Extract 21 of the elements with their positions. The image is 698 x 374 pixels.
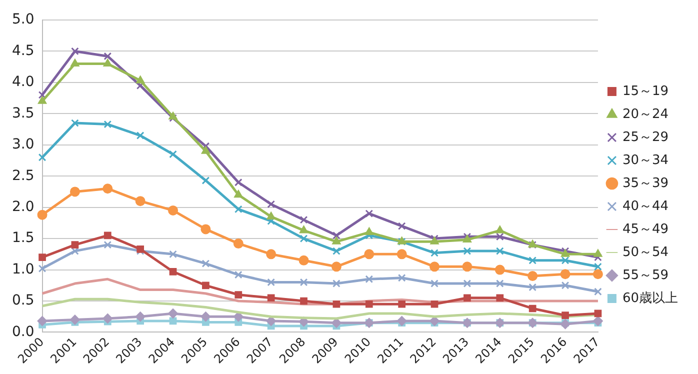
legend-label: 50～54 [622,244,669,260]
y-tick-label: 0.0 [12,324,34,340]
legend-label: 60歳以上 [622,290,678,306]
y-tick-label: 2.0 [12,198,34,215]
y-tick-label: 3.5 [12,105,34,122]
y-tick-label: 0.5 [12,292,34,309]
legend-label: 35～39 [622,176,669,191]
legend-label: 20～24 [622,106,669,122]
y-tick-label: 2.5 [12,168,34,184]
y-tick-label: 3.0 [12,136,34,153]
y-tick-label: 1.5 [12,230,34,246]
y-tick-label: 4.5 [12,42,34,59]
legend-label: 55～59 [622,268,669,283]
y-tick-label: 5.0 [12,12,34,28]
legend-label: 40～44 [622,198,669,214]
legend-label: 45～49 [622,222,669,237]
y-tick-label: 4.0 [12,74,34,90]
legend-label: 15～19 [622,84,669,99]
y-tick-label: 1.0 [12,261,34,278]
legend-label: 25～29 [622,130,669,145]
legend-label: 30～34 [622,152,669,168]
